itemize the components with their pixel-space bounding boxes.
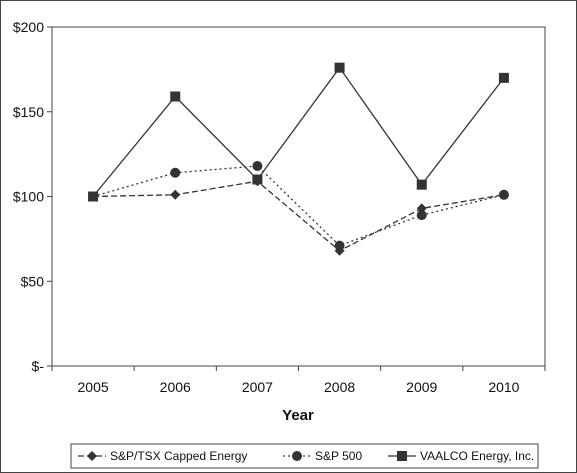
legend-label: S&P/TSX Capped Energy <box>110 449 247 463</box>
series-lines <box>92 66 505 252</box>
y-tick-label: $150 <box>13 104 44 120</box>
legend-label: VAALCO Energy, Inc. <box>420 449 534 463</box>
data-point-circle <box>170 167 181 178</box>
x-tick-label: 2008 <box>324 379 355 395</box>
series-markers <box>88 62 509 256</box>
data-point-square <box>88 191 99 202</box>
x-tick-label: 2009 <box>406 379 437 395</box>
x-tick-label: 2007 <box>242 379 273 395</box>
data-point-circle <box>416 210 427 221</box>
series-line-diamond <box>93 180 505 252</box>
y-tick-label: $200 <box>13 19 44 35</box>
legend: S&P/TSX Capped Energy S&P 500 VAALCO Energ… <box>78 449 534 463</box>
data-point-square <box>334 62 345 73</box>
data-point-circle <box>252 160 263 171</box>
series-line-square <box>92 66 505 197</box>
data-point-circle <box>498 189 509 200</box>
x-tick-label: 2005 <box>78 379 109 395</box>
data-point-square <box>416 179 427 190</box>
legend-box <box>70 443 539 469</box>
y-tick-label: $50 <box>21 273 45 289</box>
series-line-circle <box>92 165 505 247</box>
data-point-square <box>252 174 263 185</box>
y-tick-label: $100 <box>13 189 44 205</box>
y-axis-ticks: $- $50 $100 $150 $200 <box>13 19 52 374</box>
data-point-square <box>170 91 181 102</box>
x-tick-label: 2006 <box>160 379 191 395</box>
legend-marker-circle <box>292 451 302 461</box>
y-tick-label: $- <box>32 358 45 374</box>
data-point-square <box>498 72 509 83</box>
data-point-diamond <box>170 189 181 200</box>
legend-marker-diamond <box>87 451 97 461</box>
x-tick-label: 2010 <box>488 379 519 395</box>
plot-area <box>51 26 546 367</box>
data-point-circle <box>334 240 345 251</box>
legend-label: S&P 500 <box>315 449 362 463</box>
x-axis-title: Year <box>282 407 314 424</box>
x-axis-ticks: 2005 2006 2007 2008 2009 2010 <box>51 366 546 395</box>
legend-marker-square <box>397 451 407 461</box>
